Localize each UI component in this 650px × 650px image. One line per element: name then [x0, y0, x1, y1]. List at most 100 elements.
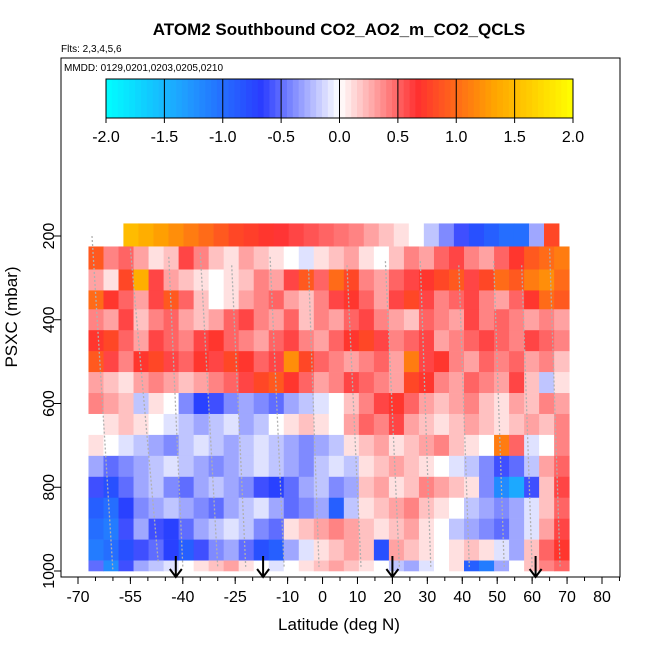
- flight-tracks: [91, 235, 561, 572]
- heatmap-cell: [208, 560, 225, 572]
- heatmap-cell: [178, 351, 195, 373]
- heatmap-cell: [418, 309, 435, 331]
- heatmap-cell: [148, 393, 164, 415]
- heatmap-cell: [448, 476, 465, 499]
- heatmap-cell: [418, 330, 435, 352]
- colorbar-segment: [555, 79, 562, 118]
- colorbar-segment: [135, 79, 142, 118]
- heatmap-cell: [388, 455, 405, 478]
- heatmap-cell: [343, 372, 360, 394]
- colorbar-tick-label: -0.5: [267, 129, 295, 146]
- colorbar-segment: [415, 79, 422, 118]
- heatmap-cell: [358, 455, 375, 478]
- heatmap-cell: [178, 372, 195, 394]
- heatmap-cell: [118, 413, 134, 436]
- y-tick-label: 600: [41, 390, 58, 417]
- heatmap-cell: [208, 413, 225, 436]
- heatmap-cell: [373, 518, 390, 540]
- colorbar-segment: [269, 79, 276, 118]
- heatmap-cell: [464, 497, 480, 519]
- heatmap-cell: [418, 269, 435, 291]
- heatmap-cell: [373, 269, 390, 291]
- heatmap-cell: [373, 246, 390, 270]
- colorbar-tick-label: -1.0: [209, 129, 237, 146]
- heatmap-cell: [253, 497, 270, 519]
- heatmap-cell: [208, 290, 225, 310]
- heatmap-cell: [418, 455, 435, 478]
- heatmap-cell: [524, 330, 540, 352]
- heatmap-cell: [494, 246, 510, 270]
- heatmap-cell: [554, 290, 570, 310]
- heatmap-cell: [433, 476, 450, 499]
- colorbar-segment: [222, 79, 229, 118]
- heatmap-cell: [433, 434, 450, 457]
- heatmap-cell: [88, 455, 104, 478]
- chart-title: ATOM2 Southbound CO2_AO2_m_CO2_QCLS: [153, 20, 525, 39]
- heatmap-cell: [524, 309, 540, 331]
- heatmap-cell: [313, 434, 330, 457]
- colorbar-segment: [386, 79, 393, 118]
- colorbar-segment: [123, 79, 130, 118]
- heatmap-cell: [268, 476, 285, 499]
- heatmap-cell: [333, 223, 350, 247]
- colorbar-tick-label: 0.5: [387, 129, 409, 146]
- heatmap-cell: [373, 309, 390, 331]
- heatmap-cell: [268, 497, 285, 519]
- heatmap-cell: [554, 330, 570, 352]
- heatmap-cell: [118, 269, 134, 291]
- heatmap-cell: [148, 455, 164, 478]
- x-tick-label: 20: [384, 589, 402, 606]
- heatmap-cell: [554, 518, 570, 540]
- heatmap-cell: [328, 372, 345, 394]
- heatmap-cell: [494, 413, 510, 436]
- heatmap-cell: [118, 434, 134, 457]
- heatmap-cell: [494, 497, 510, 519]
- heatmap-cell: [193, 269, 210, 291]
- heatmap-cell: [388, 476, 405, 499]
- heatmap-cell: [328, 309, 345, 331]
- heatmap-cell: [494, 476, 510, 499]
- heatmap-cell: [298, 560, 315, 572]
- y-axis-label: PSXC (mbar): [2, 266, 21, 367]
- heatmap-cell: [298, 393, 315, 415]
- heatmap-cell: [178, 518, 195, 540]
- heatmap-cell: [148, 330, 164, 352]
- heatmap-cell: [193, 476, 210, 499]
- heatmap-cell: [358, 372, 375, 394]
- heatmap-cell: [238, 518, 255, 540]
- heatmap-cell: [403, 455, 420, 478]
- heatmap-cell: [524, 351, 540, 373]
- heatmap-cell: [178, 434, 195, 457]
- heatmap-cell: [343, 518, 360, 540]
- heatmap-cell: [358, 518, 375, 540]
- heatmap-cell: [118, 455, 134, 478]
- heatmap-cell: [238, 476, 255, 499]
- heatmap-cell: [524, 246, 540, 270]
- heatmap-cell: [509, 372, 525, 394]
- heatmap-cell: [298, 539, 315, 561]
- colorbar-segment: [374, 79, 381, 118]
- heatmap-cell: [554, 393, 570, 415]
- heatmap-cell: [133, 413, 149, 436]
- heatmap-cell: [268, 372, 285, 394]
- heatmap-cell: [88, 560, 104, 572]
- heatmap-cell: [358, 269, 375, 291]
- heatmap-cell: [539, 455, 555, 478]
- heatmap-cell: [268, 434, 285, 457]
- heatmap-cell: [298, 246, 315, 270]
- x-tick-label: 40: [453, 589, 471, 606]
- heatmap-cell: [258, 223, 275, 247]
- heatmap-cell: [208, 351, 225, 373]
- colorbar-tick-label: -1.5: [151, 129, 179, 146]
- heatmap-cell: [133, 393, 149, 415]
- heatmap-cell: [103, 309, 119, 331]
- heatmap-cell: [448, 455, 465, 478]
- heatmap-cell: [539, 518, 555, 540]
- heatmap-cell: [193, 413, 210, 436]
- heatmap-cell: [283, 351, 300, 373]
- heatmap-cell: [313, 393, 330, 415]
- heatmap-cell: [358, 476, 375, 499]
- heatmap-cell: [283, 476, 300, 499]
- heatmap-cell: [268, 246, 285, 270]
- heatmap-cell: [228, 223, 244, 247]
